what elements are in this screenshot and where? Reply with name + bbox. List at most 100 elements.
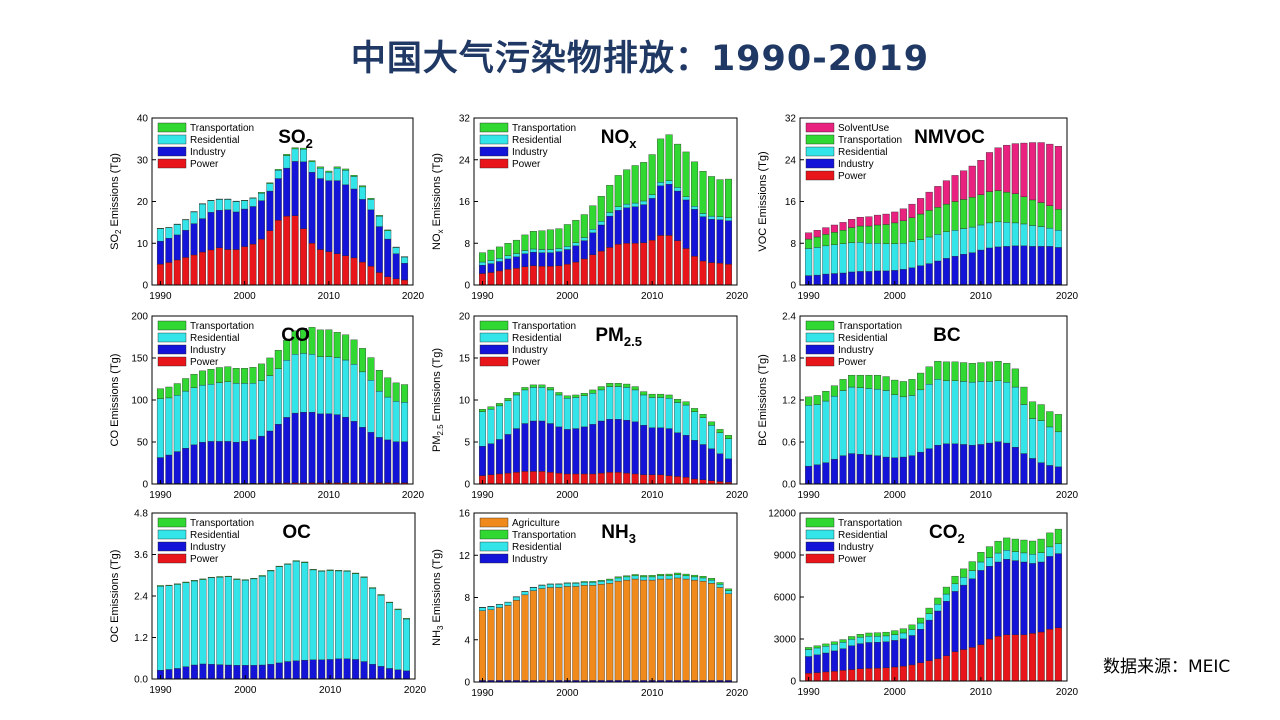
- bar-segment-industry: [572, 428, 580, 475]
- legend-label: Industry: [190, 345, 226, 356]
- bar-segment-transportation: [274, 169, 282, 171]
- legend-swatch-transportation: [157, 122, 187, 133]
- bar-segment-power: [333, 253, 341, 286]
- x-tick-label: 2020: [1056, 687, 1079, 698]
- bar-segment-industry: [386, 668, 394, 680]
- bar-segment-industry: [899, 638, 907, 667]
- bar-segment-residential: [342, 359, 350, 418]
- bar-segment-residential: [249, 383, 257, 440]
- legend-swatch-transportation: [157, 320, 187, 331]
- bar-segment-transportation: [691, 408, 699, 412]
- bar-segment-transportation: [873, 632, 882, 637]
- y-tick-label: 8: [790, 239, 796, 250]
- bar-segment-residential: [173, 395, 181, 452]
- legend-swatch-transportation: [805, 320, 835, 331]
- legend-label: Industry: [512, 345, 548, 356]
- bar-segment-residential: [199, 384, 206, 443]
- bar-segment-transportation: [392, 382, 400, 402]
- bar-segment-residential: [157, 585, 164, 671]
- bar-segment-power: [648, 239, 656, 286]
- bar-segment-transportation: [917, 213, 925, 240]
- bar-segment-transportation: [1054, 414, 1062, 433]
- bar-segment-residential: [934, 379, 942, 446]
- bar-segment-industry: [682, 435, 690, 478]
- bar-segment-industry: [699, 444, 707, 480]
- bar-segment-transportation: [882, 631, 890, 637]
- bar-segment-transportation: [504, 398, 512, 402]
- bar-segment-power: [367, 266, 375, 286]
- x-tick-label: 2010: [318, 291, 341, 302]
- bar-segment-transportation: [199, 578, 207, 580]
- bar-segment-industry: [190, 444, 198, 484]
- bar-segment-residential: [908, 395, 916, 456]
- bar-segment-transportation: [674, 572, 682, 575]
- bar-segment-solventuse: [813, 230, 821, 238]
- legend-label: Transportation: [838, 135, 902, 146]
- bar-segment-industry: [215, 210, 223, 249]
- bar-segment-industry: [994, 561, 1002, 637]
- bar-segment-industry: [908, 455, 916, 484]
- bar-segment-residential: [1054, 431, 1062, 468]
- bar-segment-industry: [291, 161, 299, 216]
- bar-segment-residential: [241, 200, 249, 210]
- legend-swatch-power: [805, 356, 835, 367]
- bar-segment-industry: [899, 269, 907, 285]
- bar-segment-residential: [623, 203, 631, 208]
- bar-segment-transportation: [283, 339, 291, 361]
- bar-segment-agriculture: [699, 580, 707, 681]
- bar-segment-residential: [333, 357, 341, 415]
- bar-segment-industry: [934, 444, 942, 484]
- bar-segment-residential: [708, 215, 716, 220]
- legend-swatch-residential: [805, 332, 835, 343]
- bar-segment-residential: [580, 582, 588, 586]
- bar-segment-residential: [215, 382, 223, 442]
- y-tick-label: 40: [137, 114, 149, 125]
- bar-segment-industry: [942, 601, 950, 656]
- bar-segment-residential: [241, 580, 249, 666]
- plot-area: 0 10 20 30 40 1990 2000 2010 2020 SO2 Emissions (…: [109, 114, 425, 303]
- bar-segment-agriculture: [521, 594, 529, 681]
- bar-segment-residential: [597, 580, 605, 585]
- bar-segment-industry: [224, 664, 232, 680]
- bar-segment-residential: [960, 381, 968, 445]
- bar-segment-residential: [848, 242, 856, 273]
- bar-segment-industry: [207, 212, 215, 251]
- bar-segment-residential: [284, 564, 292, 662]
- bar-segment-residential: [333, 167, 341, 181]
- bar-segment-residential: [521, 250, 529, 254]
- bar-segment-power: [555, 472, 563, 485]
- bar-segment-industry: [985, 442, 994, 484]
- bar-segment-industry: [865, 642, 873, 669]
- bar-segment-industry: [1011, 245, 1019, 285]
- bar-segment-transportation: [266, 357, 274, 376]
- bar-segment-industry: [1054, 247, 1062, 285]
- bar-segment-residential: [232, 383, 240, 443]
- y-axis-label: VOC Emissions (Tg): [757, 151, 769, 251]
- bar-segment-industry: [215, 441, 223, 484]
- emission-chart: 0 50 100 150 200 1990 2000 2010 2020 CO Emissions…: [109, 312, 425, 502]
- x-tick-label: 2010: [319, 685, 342, 696]
- bar-segment-transportation: [479, 409, 486, 412]
- bar-segment-industry: [968, 444, 976, 484]
- bar-segment-residential: [640, 394, 648, 426]
- x-tick-label: 1990: [471, 490, 494, 501]
- legend-label: Industry: [190, 542, 226, 553]
- bar-segment-power: [882, 667, 890, 682]
- y-axis-label: NOx Emissions (Tg): [431, 153, 445, 250]
- bar-segment-industry: [917, 451, 925, 484]
- bar-segment-residential: [822, 400, 830, 463]
- y-tick-label: 8: [464, 239, 470, 250]
- legend-label: Transportation: [838, 518, 902, 529]
- bar-segment-transportation: [631, 165, 639, 204]
- legend-swatch-industry: [805, 344, 835, 355]
- bar-segment-residential: [822, 646, 830, 654]
- bar-segment-industry: [275, 662, 283, 680]
- bar-segment-residential: [891, 634, 899, 641]
- bar-segment-transportation: [300, 328, 308, 354]
- bar-segment-solventuse: [908, 203, 916, 218]
- bar-segment-residential: [725, 217, 732, 221]
- bar-segment-industry: [994, 246, 1002, 285]
- bar-segment-industry: [401, 263, 409, 281]
- bar-segment-residential: [301, 562, 309, 661]
- bar-segment-solventuse: [899, 208, 907, 221]
